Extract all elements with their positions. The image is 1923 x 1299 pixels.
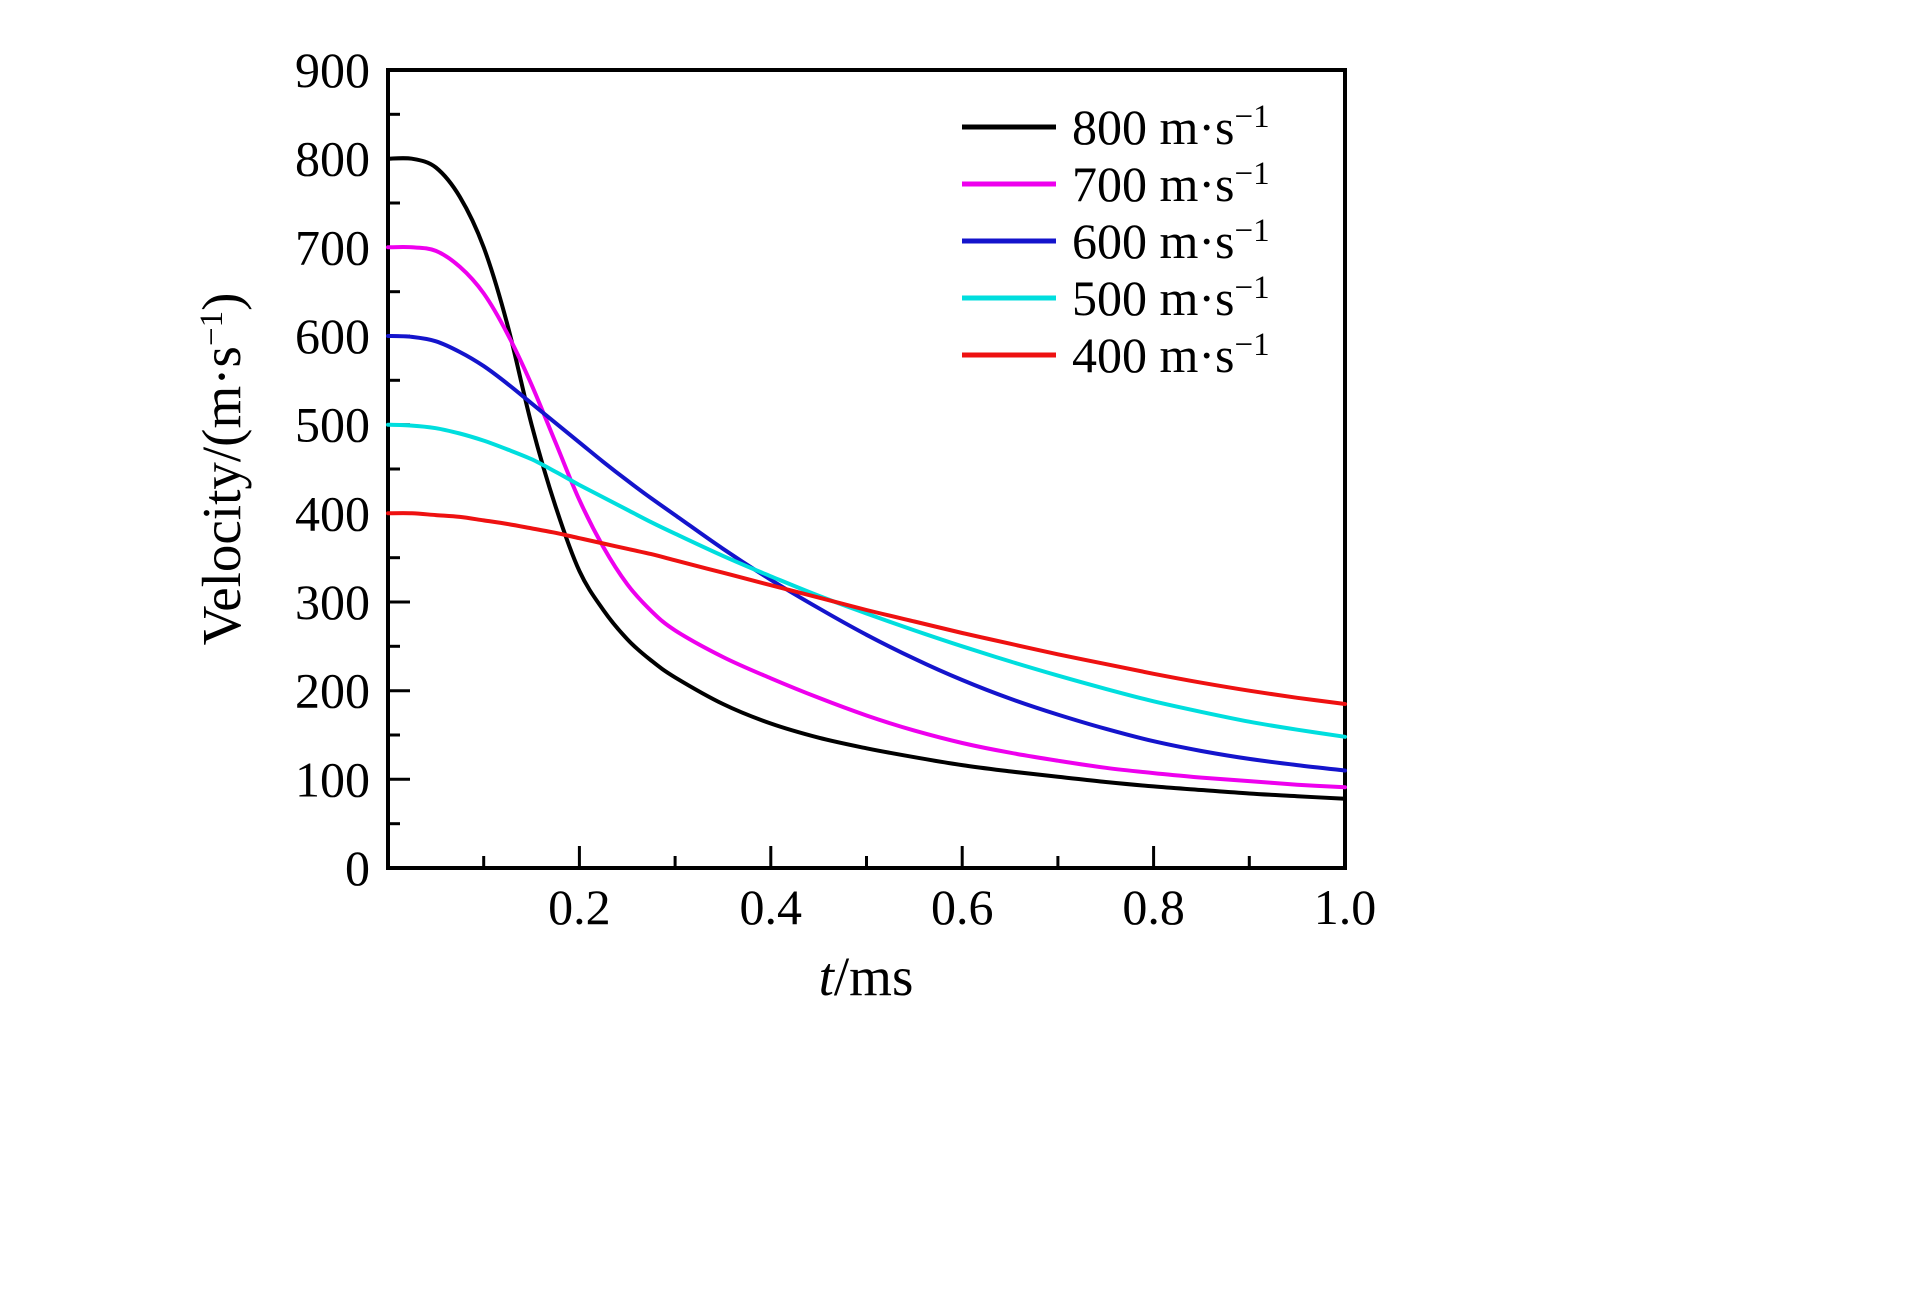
series-line-500 [386, 422, 1347, 739]
legend-item-800: 800 m·s−1 [962, 99, 1270, 155]
tick-label: 1.0 [1314, 879, 1377, 935]
legend: 800 m·s−1 700 m·s−1 600 m·s−1 500 m·s−1 [962, 99, 1270, 383]
legend-label-800: 800 m·s−1 [1072, 99, 1270, 155]
y-axis-title: Velocity/(m·s−1) [191, 293, 252, 646]
tick-label: 300 [295, 574, 370, 630]
axis-tick-labels: 0 100 200 300 400 500 600 700 800 900 0.2 0.4 0.6 0.8… [295, 42, 1376, 935]
tick-label: 700 [295, 219, 370, 275]
legend-item-400: 400 m·s−1 [962, 327, 1270, 383]
legend-item-500: 500 m·s−1 [962, 270, 1270, 326]
legend-label-700: 700 m·s−1 [1072, 156, 1270, 212]
tick-label: 0.8 [1122, 879, 1185, 935]
tick-label: 100 [295, 751, 370, 807]
tick-label: 800 [295, 131, 370, 187]
tick-label: 600 [295, 308, 370, 364]
legend-label-600: 600 m·s−1 [1072, 213, 1270, 269]
legend-item-700: 700 m·s−1 [962, 156, 1270, 212]
tick-label: 0 [345, 840, 370, 896]
x-axis-title: t/ms [819, 946, 914, 1007]
tick-label: 0.4 [740, 879, 803, 935]
series-line-700 [386, 245, 1347, 790]
series-line-600 [386, 334, 1347, 773]
tick-label: 400 [295, 485, 370, 541]
tick-label: 500 [295, 397, 370, 453]
series-line-400 [386, 511, 1347, 706]
legend-label-400: 400 m·s−1 [1072, 327, 1270, 383]
tick-label: 0.6 [931, 879, 994, 935]
legend-label-500: 500 m·s−1 [1072, 270, 1270, 326]
tick-label: 0.2 [548, 879, 611, 935]
legend-item-600: 600 m·s−1 [962, 213, 1270, 269]
series-line-800 [386, 156, 1347, 801]
tick-label: 200 [295, 663, 370, 719]
tick-label: 900 [295, 42, 370, 98]
series-curves [386, 156, 1347, 801]
